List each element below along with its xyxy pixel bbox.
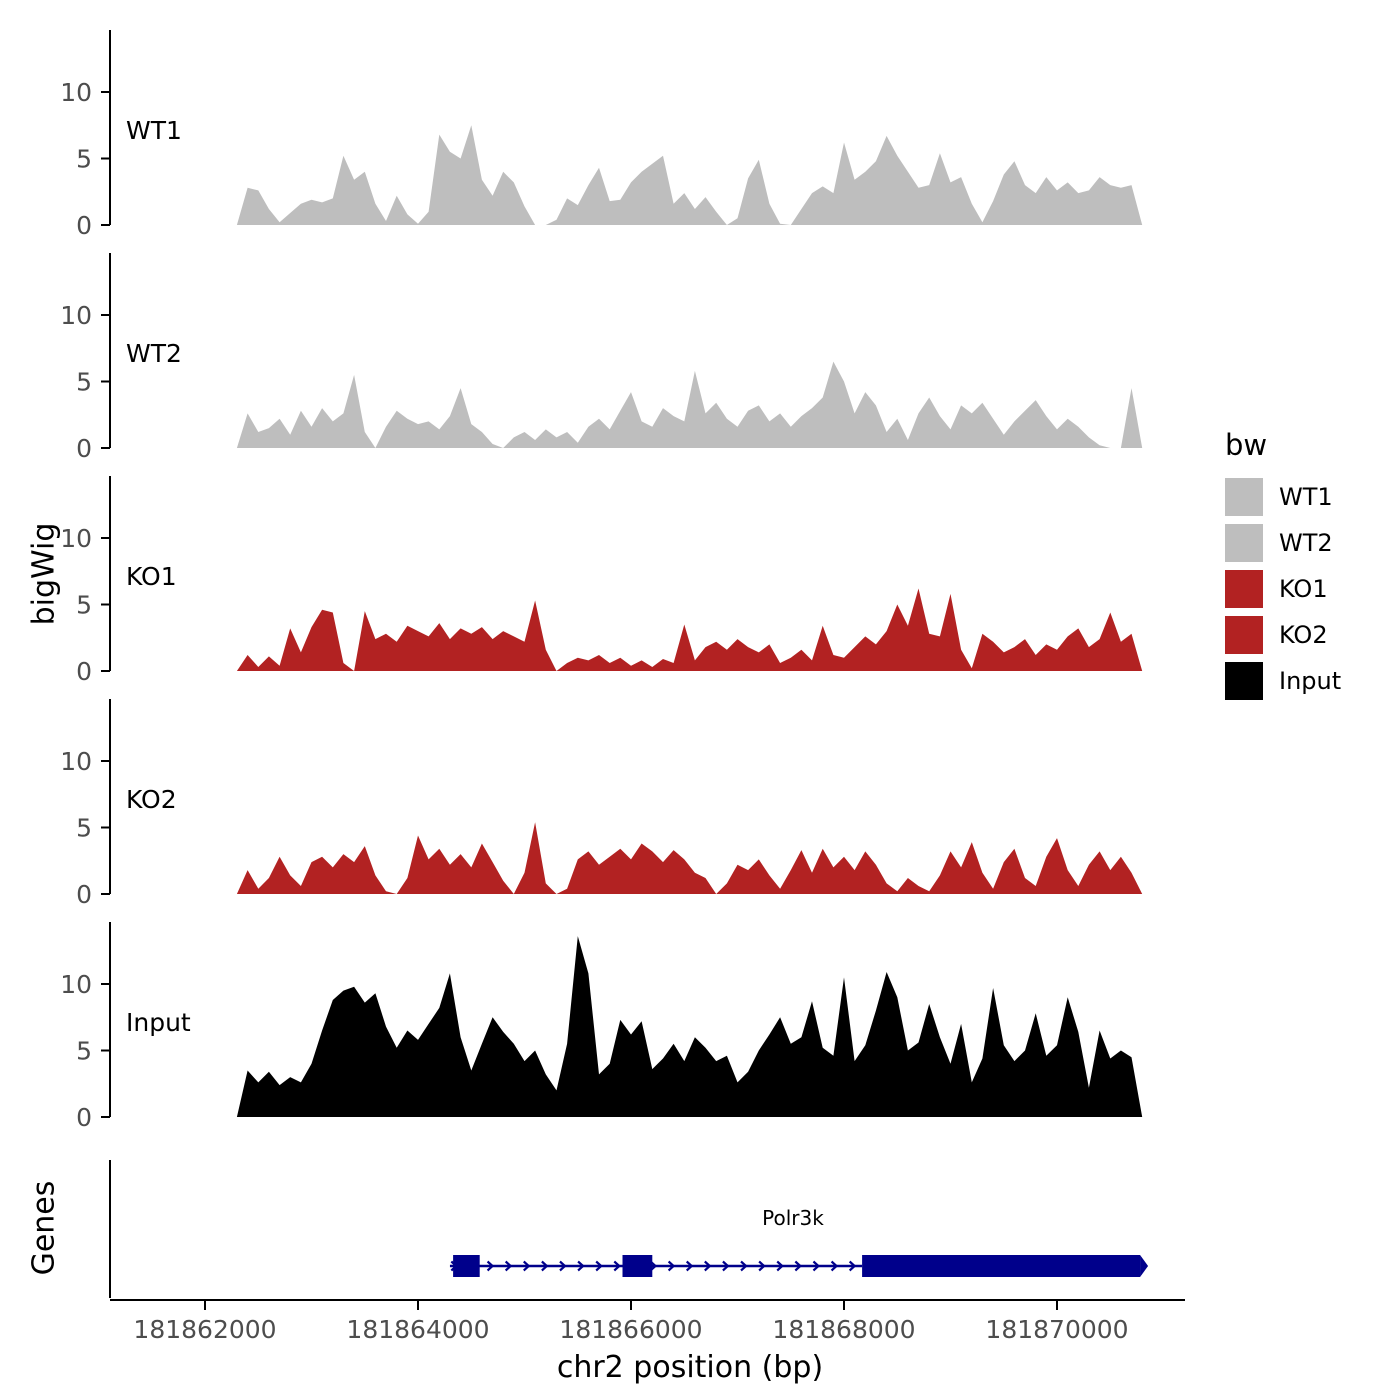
legend-item-wt2: WT2 <box>1225 524 1341 562</box>
gene-strand-arrow <box>559 1260 567 1272</box>
y-tick-label: 10 <box>60 524 92 553</box>
gene-strand-arrow <box>830 1260 839 1272</box>
gene-strand-arrow <box>704 1260 712 1272</box>
y-tick-label: 10 <box>60 747 92 776</box>
legend-item-label: KO1 <box>1279 575 1328 603</box>
gene-strand-arrow <box>758 1260 766 1272</box>
gene-label: Polr3k <box>762 1206 824 1230</box>
legend-title: bw <box>1225 428 1268 462</box>
track-label-ko1: KO1 <box>126 562 177 591</box>
x-tick-label: 181864000 <box>346 1315 489 1344</box>
gene-strand-arrow <box>794 1260 802 1272</box>
gene-strand-arrow <box>523 1260 531 1272</box>
gene-exon <box>622 1255 653 1277</box>
y-tick-label: 5 <box>76 591 92 620</box>
x-axis-title: chr2 position (bp) <box>556 1350 824 1385</box>
area-wt2 <box>236 361 1143 448</box>
y-tick-label: 10 <box>60 78 92 107</box>
legend-item-wt1: WT1 <box>1225 478 1341 516</box>
legend-item-label: KO2 <box>1279 621 1328 649</box>
y-tick-label: 5 <box>76 1037 92 1066</box>
y-tick-label: 0 <box>76 1103 92 1132</box>
gene-end-arrow <box>1140 1255 1149 1277</box>
legend-item-label: WT1 <box>1279 483 1333 511</box>
x-tick-label: 181868000 <box>772 1315 915 1344</box>
gene-strand-arrow <box>541 1260 549 1272</box>
gene-strand-arrow <box>504 1260 513 1272</box>
y-tick-label: 5 <box>76 145 92 174</box>
y-tick-label: 5 <box>76 368 92 397</box>
gene-strand-arrow <box>722 1260 730 1272</box>
gene-strand-arrow <box>812 1260 821 1272</box>
legend-swatch-ko1 <box>1225 570 1263 608</box>
y-tick-label: 0 <box>76 880 92 909</box>
gene-strand-arrow <box>776 1260 784 1272</box>
legend-swatch-wt1 <box>1225 478 1263 516</box>
y-axis-title-genes: Genes <box>26 1180 62 1276</box>
y-tick-label: 10 <box>60 301 92 330</box>
track-label-wt1: WT1 <box>126 116 182 145</box>
gene-strand-arrow <box>740 1260 748 1272</box>
area-ko1 <box>236 588 1143 671</box>
y-tick-label: 0 <box>76 657 92 686</box>
y-tick-label: 10 <box>60 970 92 999</box>
y-tick-label: 5 <box>76 814 92 843</box>
legend-item-ko2: KO2 <box>1225 616 1341 654</box>
area-wt1 <box>236 125 1143 225</box>
area-input <box>236 936 1143 1117</box>
gene-strand-arrow <box>577 1260 585 1272</box>
x-tick-label: 181866000 <box>559 1315 702 1344</box>
track-label-input: Input <box>126 1008 191 1037</box>
track-label-wt2: WT2 <box>126 339 182 368</box>
legend-item-label: WT2 <box>1279 529 1333 557</box>
legend-swatch-input <box>1225 662 1263 700</box>
legend-item-label: Input <box>1279 667 1342 695</box>
gene-strand-arrow <box>595 1260 603 1272</box>
y-tick-label: 0 <box>76 211 92 240</box>
x-tick-label: 181870000 <box>985 1315 1128 1344</box>
gene-exon <box>862 1255 1141 1277</box>
area-ko2 <box>236 822 1143 894</box>
legend-swatch-ko2 <box>1225 616 1263 654</box>
legend-swatch-wt2 <box>1225 524 1263 562</box>
x-tick-label: 181862000 <box>133 1315 276 1344</box>
gene-exon <box>453 1255 480 1277</box>
gene-strand-arrow <box>667 1260 676 1272</box>
legend-item-ko1: KO1 <box>1225 570 1341 608</box>
gene-strand-arrow <box>685 1260 694 1272</box>
gene-strand-arrow <box>613 1260 621 1272</box>
gene-strand-arrow <box>486 1260 495 1272</box>
legend: bw WT1 WT2 KO1 KO2 Input <box>1225 428 1341 708</box>
legend-item-input: Input <box>1225 662 1341 700</box>
y-tick-label: 0 <box>76 434 92 463</box>
track-label-ko2: KO2 <box>126 785 177 814</box>
y-axis-title-bigwig: bigWig <box>26 522 62 626</box>
gene-strand-arrow <box>848 1260 857 1272</box>
